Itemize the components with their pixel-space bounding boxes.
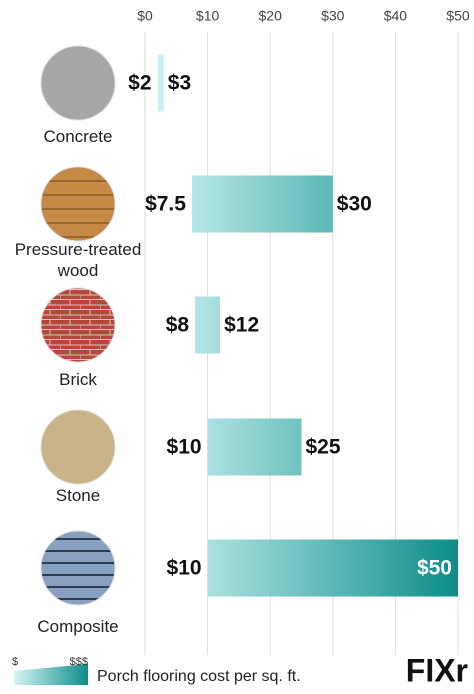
wood-image [40,166,116,242]
high-value-label: $12 [224,314,259,337]
legend-low-label: $ [12,656,18,668]
high-value-label: $30 [337,193,372,216]
bar [195,296,221,354]
high-value-label: $25 [306,436,341,459]
category-label: Stone [55,485,101,505]
composite-image [40,530,116,606]
stone-image [40,409,116,485]
low-value-label: $8 [166,314,190,337]
x-tick-label: $50 [446,8,470,24]
concrete-image [40,45,116,121]
brick-image [40,287,116,363]
x-tick-label: $0 [137,8,153,24]
logo: FIXr [406,652,468,688]
low-value-label: $10 [167,436,202,459]
category-label: Composite [37,616,119,636]
legend-swatch [14,664,88,685]
bar [207,418,302,476]
bar [157,54,164,112]
bar [191,175,333,233]
bar [207,539,458,597]
low-value-label: $10 [167,557,202,580]
x-tick-label: $20 [259,8,283,24]
category-label: Brick [59,369,97,389]
legend-text: Porch flooring cost per sq. ft. [97,668,301,685]
high-value-label: $50 [417,557,452,580]
high-value-label: $3 [168,72,191,95]
low-value-label: $7.5 [145,193,186,216]
legend-high-label: $$$ [70,656,88,668]
x-tick-label: $30 [321,8,345,24]
category-label: Pressure-treated wood [14,240,142,280]
low-value-label: $2 [128,72,151,95]
x-tick-label: $40 [384,8,408,24]
category-label: Concrete [43,126,113,146]
x-tick-label: $10 [196,8,220,24]
material-images [40,45,116,606]
